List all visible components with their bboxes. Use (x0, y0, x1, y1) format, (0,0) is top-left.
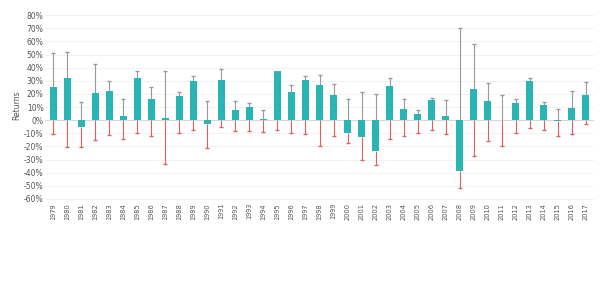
Bar (554, 120, 562, 121)
Y-axis label: Returns: Returns (12, 90, 21, 120)
Bar (245, 107, 253, 120)
Bar (582, 95, 589, 120)
Bar (64, 78, 71, 120)
Bar (287, 92, 295, 120)
Bar (106, 91, 113, 120)
Bar (428, 100, 436, 120)
Bar (302, 79, 310, 120)
Bar (50, 87, 57, 120)
Bar (484, 101, 491, 120)
Bar (512, 103, 520, 120)
Bar (203, 120, 211, 124)
Bar (232, 110, 239, 120)
Bar (260, 118, 268, 120)
Bar (540, 105, 547, 120)
Bar (455, 120, 463, 171)
Bar (568, 108, 575, 120)
Bar (161, 118, 169, 120)
Bar (470, 89, 478, 120)
Bar (190, 82, 197, 120)
Bar (119, 116, 127, 120)
Bar (316, 85, 323, 120)
Bar (92, 93, 99, 120)
Bar (77, 120, 85, 127)
Bar (413, 114, 421, 120)
Bar (218, 80, 226, 120)
Bar (442, 115, 449, 120)
Bar (134, 78, 141, 120)
Bar (344, 120, 352, 133)
Bar (274, 71, 281, 120)
Bar (400, 109, 407, 120)
Bar (176, 96, 184, 120)
Bar (329, 95, 337, 120)
Bar (148, 99, 155, 120)
Bar (526, 82, 533, 120)
Bar (358, 120, 365, 137)
Bar (386, 86, 394, 120)
Bar (371, 120, 379, 151)
